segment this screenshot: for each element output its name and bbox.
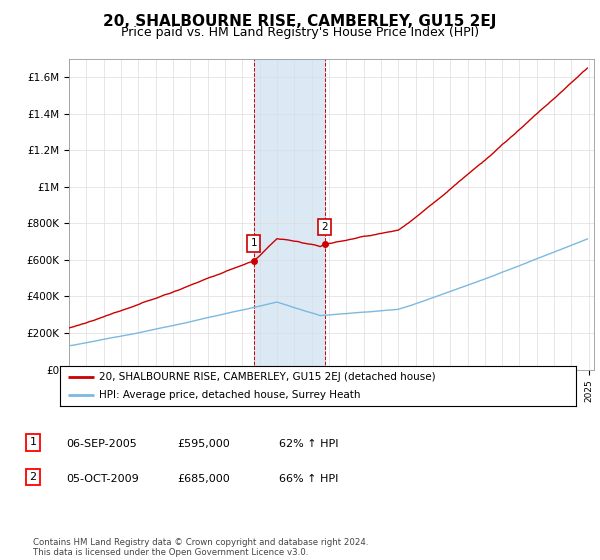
Text: 2: 2 [29, 472, 37, 482]
Text: 20, SHALBOURNE RISE, CAMBERLEY, GU15 2EJ (detached house): 20, SHALBOURNE RISE, CAMBERLEY, GU15 2EJ… [98, 372, 436, 381]
Text: £685,000: £685,000 [177, 474, 230, 484]
Text: HPI: Average price, detached house, Surrey Heath: HPI: Average price, detached house, Surr… [98, 390, 360, 400]
Bar [254, 59, 325, 370]
Text: 66% ↑ HPI: 66% ↑ HPI [279, 474, 338, 484]
Text: Contains HM Land Registry data © Crown copyright and database right 2024.
This d: Contains HM Land Registry data © Crown c… [33, 538, 368, 557]
Text: 05-OCT-2009: 05-OCT-2009 [66, 474, 139, 484]
Text: 20, SHALBOURNE RISE, CAMBERLEY, GU15 2EJ: 20, SHALBOURNE RISE, CAMBERLEY, GU15 2EJ [103, 14, 497, 29]
Text: 1: 1 [251, 239, 257, 249]
Text: 2: 2 [321, 222, 328, 232]
Text: £595,000: £595,000 [177, 439, 230, 449]
Text: 62% ↑ HPI: 62% ↑ HPI [279, 439, 338, 449]
Text: 1: 1 [29, 437, 37, 447]
Text: 06-SEP-2005: 06-SEP-2005 [66, 439, 137, 449]
Text: Price paid vs. HM Land Registry's House Price Index (HPI): Price paid vs. HM Land Registry's House … [121, 26, 479, 39]
